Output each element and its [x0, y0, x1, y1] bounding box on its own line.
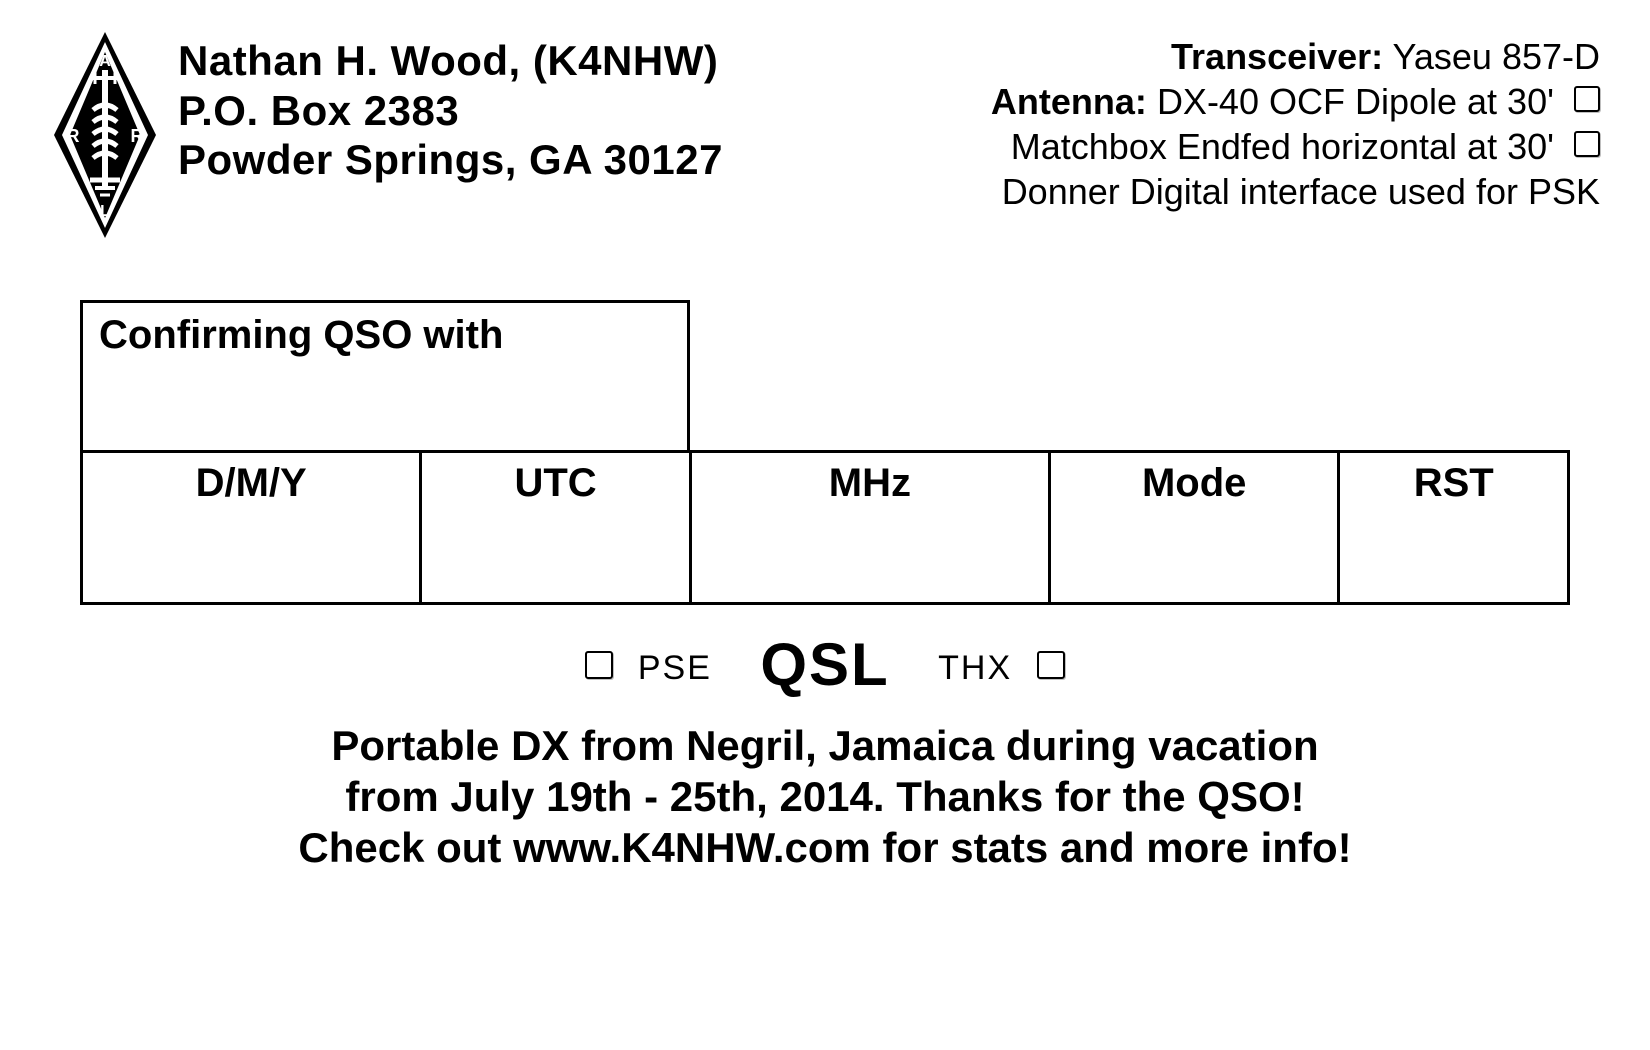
logo-letter-right: R [131, 126, 144, 146]
thx-checkbox[interactable] [1037, 651, 1065, 679]
qsl-label: QSL [760, 631, 889, 698]
confirm-qso-box: Confirming QSO with [80, 300, 690, 450]
footer-l1: Portable DX from Negril, Jamaica during … [0, 720, 1650, 771]
table-row: D/M/Y UTC MHz Mode RST [82, 452, 1569, 604]
antenna2-value: Matchbox Endfed horizontal at 30' [1011, 126, 1554, 167]
pse-checkbox[interactable] [585, 651, 613, 679]
antenna1-line: Antenna: DX-40 OCF Dipole at 30' [991, 79, 1600, 124]
pse-label: PSE [638, 649, 712, 687]
qso-table: D/M/Y UTC MHz Mode RST [80, 450, 1570, 605]
antenna1-value: DX-40 OCF Dipole at 30' [1157, 81, 1554, 122]
col-mode: Mode [1049, 452, 1338, 604]
operator-block: A R R L Nathan H. Wood, (K4NHW) P.O. Box… [50, 30, 723, 240]
transceiver-line: Transceiver: Yaseu 857-D [991, 34, 1600, 79]
antenna-label: Antenna: [991, 81, 1147, 122]
footer-l3: Check out www.K4NHW.com for stats and mo… [0, 822, 1650, 873]
thx-label: THX [938, 649, 1012, 687]
top-row: A R R L Nathan H. Wood, (K4NHW) P.O. Box… [50, 30, 1600, 240]
col-dmy: D/M/Y [82, 452, 421, 604]
logo-letter-left: R [67, 126, 80, 146]
equipment-block: Transceiver: Yaseu 857-D Antenna: DX-40 … [991, 34, 1600, 214]
qsl-line: PSE QSL THX [0, 630, 1650, 699]
operator-addr1: P.O. Box 2383 [178, 86, 723, 136]
qsl-card: A R R L Nathan H. Wood, (K4NHW) P.O. Box… [0, 0, 1650, 1050]
col-rst: RST [1339, 452, 1569, 604]
antenna2-line: Matchbox Endfed horizontal at 30' [991, 124, 1600, 169]
confirm-qso-label: Confirming QSO with [99, 313, 503, 357]
col-mhz: MHz [690, 452, 1049, 604]
operator-addr2: Powder Springs, GA 30127 [178, 135, 723, 185]
antenna2-checkbox[interactable] [1574, 131, 1600, 157]
transceiver-label: Transceiver: [1171, 36, 1383, 77]
transceiver-value: Yaseu 857-D [1393, 36, 1600, 77]
col-utc: UTC [421, 452, 690, 604]
operator-name: Nathan H. Wood, (K4NHW) [178, 36, 723, 86]
footer-text: Portable DX from Negril, Jamaica during … [0, 720, 1650, 874]
logo-letter-bottom: L [100, 203, 110, 220]
address-block: Nathan H. Wood, (K4NHW) P.O. Box 2383 Po… [178, 36, 723, 185]
interface-line: Donner Digital interface used for PSK [991, 169, 1600, 214]
logo-letter-top: A [99, 53, 111, 70]
footer-l2: from July 19th - 25th, 2014. Thanks for … [0, 771, 1650, 822]
qso-table-wrap: Confirming QSO with D/M/Y UTC MHz Mode R… [80, 300, 1570, 605]
antenna1-checkbox[interactable] [1574, 86, 1600, 112]
arrl-logo: A R R L [50, 30, 160, 240]
